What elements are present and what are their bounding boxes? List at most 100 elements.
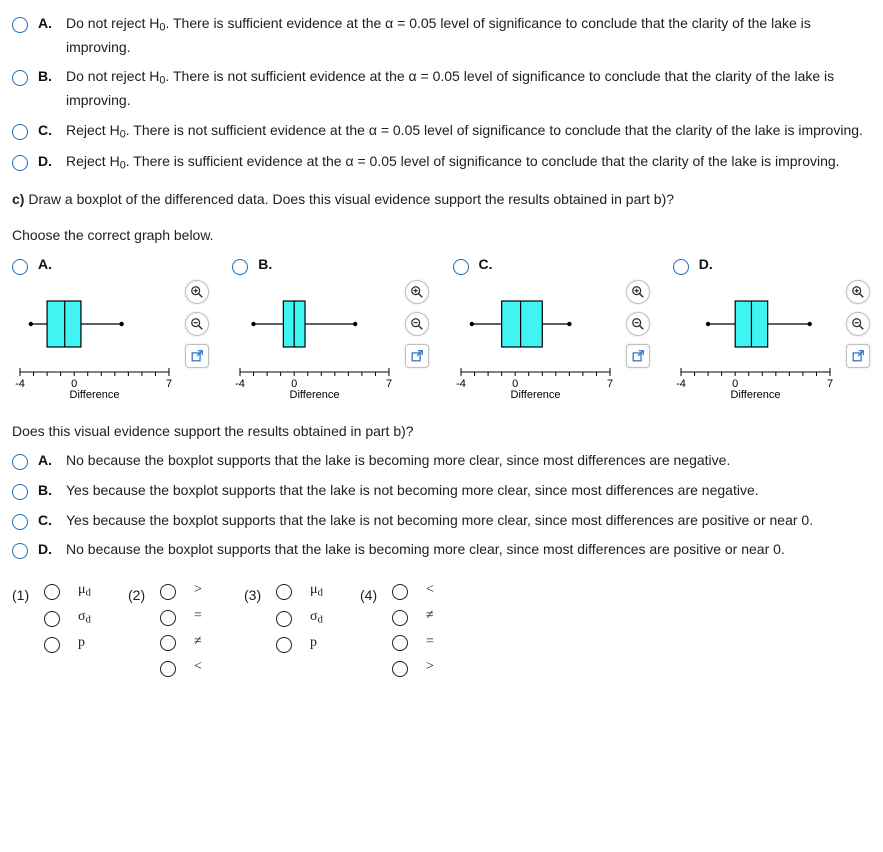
symbol-label: < [426,579,446,601]
zoom-out-icon[interactable] [626,312,650,336]
symbol-group-1: (1)μdσdp [12,579,98,678]
q3-option-a: A.No because the boxplot supports that t… [12,450,871,472]
svg-text:7: 7 [166,378,172,390]
choose-graph-text: Choose the correct graph below. [12,225,871,247]
radio-button[interactable] [12,514,28,530]
radio-button[interactable] [12,454,28,470]
radio-button[interactable] [12,70,28,86]
radio-button[interactable] [392,584,408,600]
radio-button[interactable] [392,610,408,626]
symbol-label: > [194,579,214,601]
symbol-group-4: (4)<≠=> [360,579,446,678]
group-number: (3) [244,585,270,678]
radio-button[interactable] [12,259,28,275]
svg-text:-4: -4 [235,378,245,390]
symbol-option: > [392,656,446,678]
radio-button[interactable] [44,584,60,600]
option-letter: D. [38,151,60,173]
group-number: (1) [12,585,38,678]
symbol-option: σd [276,606,330,629]
graph-option-b: B.-407Difference [232,254,430,406]
zoom-in-icon[interactable] [626,280,650,304]
option-letter: B. [258,254,280,276]
radio-button[interactable] [160,610,176,626]
graph-option-a: A.-407Difference [12,254,210,406]
zoom-out-icon[interactable] [185,312,209,336]
radio-button[interactable] [160,584,176,600]
svg-text:Difference: Difference [70,389,120,400]
symbol-group-3: (3) μd σd p [244,579,330,678]
radio-button[interactable] [12,484,28,500]
popout-icon[interactable] [846,344,870,368]
zoom-in-icon[interactable] [185,280,209,304]
symbol-option: p [44,632,98,654]
radio-button[interactable] [276,584,292,600]
boxplot-chart: -407Difference [453,280,618,407]
svg-text:-4: -4 [15,378,25,390]
symbol-option: σd [44,606,98,629]
popout-icon[interactable] [626,344,650,368]
radio-button[interactable] [673,259,689,275]
option-letter: A. [38,450,60,472]
option-text: Yes because the boxplot supports that th… [66,480,871,502]
radio-button[interactable] [392,635,408,651]
option-text: Yes because the boxplot supports that th… [66,510,871,532]
part-c-text: Draw a boxplot of the differenced data. … [28,191,674,207]
symbol-label: ≠ [426,605,446,627]
symbol-label: = [194,605,214,627]
zoom-in-icon[interactable] [405,280,429,304]
popout-icon[interactable] [185,344,209,368]
radio-button[interactable] [44,611,60,627]
symbol-option: > [160,579,214,601]
svg-text:7: 7 [827,378,833,390]
q1-option-b: B.Do not reject H0. There is not suffici… [12,66,871,111]
svg-text:7: 7 [606,378,612,390]
option-letter: D. [38,539,60,561]
group-number: (4) [360,585,386,678]
radio-button[interactable] [160,661,176,677]
radio-button[interactable] [276,637,292,653]
symbol-option: < [392,579,446,601]
symbol-option: μd [276,579,330,602]
part-c-label: c) [12,191,24,207]
zoom-in-icon[interactable] [846,280,870,304]
radio-button[interactable] [12,155,28,171]
radio-button[interactable] [44,637,60,653]
option-text: Reject H0. There is sufficient evidence … [66,151,871,175]
radio-button[interactable] [276,611,292,627]
radio-button[interactable] [392,661,408,677]
zoom-out-icon[interactable] [846,312,870,336]
option-text: Do not reject H0. There is sufficient ev… [66,13,871,58]
q1-option-a: A.Do not reject H0. There is sufficient … [12,13,871,58]
svg-text:7: 7 [386,378,392,390]
radio-button[interactable] [160,635,176,651]
option-text: No because the boxplot supports that the… [66,539,871,561]
symbol-label: p [310,632,330,654]
q3-option-b: B. Yes because the boxplot supports that … [12,480,871,502]
radio-button[interactable] [12,543,28,559]
symbol-groups: (1)μdσdp(2)>=≠<(3)μdσdp(4)<≠=> [12,579,871,678]
radio-button[interactable] [453,259,469,275]
option-text: Do not reject H0. There is not sufficien… [66,66,871,111]
symbol-group-2: (2)>=≠< [128,579,214,678]
graph-option-c: C.-407Difference [453,254,651,406]
zoom-out-icon[interactable] [405,312,429,336]
symbol-option: ≠ [392,605,446,627]
svg-text:-4: -4 [456,378,466,390]
popout-icon[interactable] [405,344,429,368]
q1-option-c: C.Reject H0. There is not sufficient evi… [12,120,871,144]
option-letter: A. [38,254,60,276]
symbol-label: σd [78,606,98,629]
radio-button[interactable] [12,124,28,140]
q1-option-d: D. Reject H0. There is sufficient evidenc… [12,151,871,175]
question-3-options: A. No because the boxplot supports that t… [12,450,871,561]
radio-button[interactable] [12,17,28,33]
svg-text:-4: -4 [676,378,686,390]
option-letter: C. [38,120,60,142]
radio-button[interactable] [232,259,248,275]
symbol-option: ≠ [160,631,214,653]
svg-text:Difference: Difference [510,389,560,400]
option-letter: B. [38,480,60,502]
option-letter: C. [38,510,60,532]
evidence-question: Does this visual evidence support the re… [12,421,871,443]
